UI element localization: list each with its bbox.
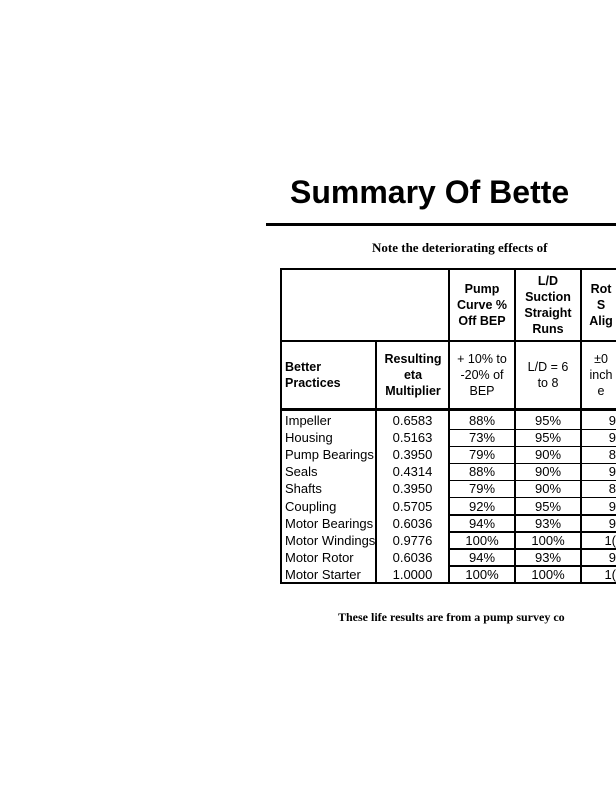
row-component: Coupling xyxy=(285,498,337,514)
row-component: Impeller xyxy=(285,413,332,428)
row-pump-curve: 73% xyxy=(468,430,496,446)
row-rotating-alignment: 9 xyxy=(608,549,616,565)
row-ld-suction: 95% xyxy=(534,498,562,514)
header-ld-ratio: L/D = 6 to 8 xyxy=(527,360,569,390)
row-rotating-alignment: 9 xyxy=(608,515,616,531)
row-component: Motor Rotor xyxy=(285,549,354,565)
header-ld-suction: L/D Suction Straight Runs xyxy=(524,274,572,336)
title-underline xyxy=(266,223,616,226)
row-pump-curve: 100% xyxy=(465,566,499,582)
row-ld-suction: 93% xyxy=(534,549,562,565)
row-eta-multiplier: 0.6583 xyxy=(392,413,433,428)
row-rotating-alignment: 9 xyxy=(608,413,616,428)
row-component: Shafts xyxy=(285,481,322,497)
row-ld-suction: 90% xyxy=(534,447,562,463)
row-rotating-alignment: 9 xyxy=(608,498,616,514)
divider xyxy=(580,270,582,584)
row-divider xyxy=(448,514,616,516)
row-divider xyxy=(448,445,616,448)
row-divider xyxy=(448,428,616,430)
note-text: Note the deteriorating effects of xyxy=(372,240,548,255)
row-eta-multiplier: 0.9776 xyxy=(392,532,433,548)
row-eta-multiplier: 0.5163 xyxy=(392,430,433,446)
page-title: Summary Of Bette xyxy=(290,174,570,210)
row-pump-curve: 100% xyxy=(465,532,499,548)
row-pump-curve: 88% xyxy=(468,464,496,480)
row-rotating-alignment: 1( xyxy=(604,532,616,548)
header-pump-curve: Pump Curve % Off BEP xyxy=(456,282,508,328)
row-component: Seals xyxy=(285,464,318,480)
row-component: Motor Bearings xyxy=(285,515,374,531)
header-eta-multiplier: Resulting eta Multiplier xyxy=(384,352,442,398)
row-ld-suction: 90% xyxy=(534,464,562,480)
row-divider xyxy=(448,496,616,499)
row-divider xyxy=(448,531,616,533)
row-component: Housing xyxy=(285,430,333,446)
row-rotating-alignment: 9 xyxy=(608,464,616,480)
row-ld-suction: 93% xyxy=(534,515,562,531)
row-rotating-alignment: 1( xyxy=(604,566,616,582)
divider xyxy=(448,270,450,584)
row-component: Pump Bearings xyxy=(285,447,374,463)
row-pump-curve: 94% xyxy=(468,549,496,565)
row-divider xyxy=(448,565,616,567)
row-pump-curve: 79% xyxy=(468,481,496,497)
row-eta-multiplier: 0.3950 xyxy=(392,447,433,463)
row-pump-curve: 92% xyxy=(468,498,496,514)
row-rotating-alignment: 8 xyxy=(608,481,616,497)
summary-table: Pump Curve % Off BEP L/D Suction Straigh… xyxy=(280,268,616,584)
row-pump-curve: 88% xyxy=(468,413,496,428)
divider xyxy=(514,270,516,584)
footer-text: These life results are from a pump surve… xyxy=(338,610,565,624)
header-alignment-tolerance: ±0 inch e xyxy=(589,352,613,398)
row-pump-curve: 94% xyxy=(468,515,496,531)
row-eta-multiplier: 0.6036 xyxy=(392,549,433,565)
header-rotating-alignment: Rot S Alig xyxy=(589,282,613,328)
header-better-practices: Better Practices xyxy=(285,360,341,390)
row-ld-suction: 100% xyxy=(531,566,565,582)
row-divider xyxy=(448,479,616,482)
row-eta-multiplier: 0.5705 xyxy=(392,498,433,514)
row-ld-suction: 100% xyxy=(531,532,565,548)
row-divider xyxy=(448,462,616,465)
divider xyxy=(375,340,377,584)
row-eta-multiplier: 0.3950 xyxy=(392,481,433,497)
row-ld-suction: 95% xyxy=(534,430,562,446)
row-ld-suction: 90% xyxy=(534,481,562,497)
row-rotating-alignment: 8 xyxy=(608,447,616,463)
row-eta-multiplier: 0.6036 xyxy=(392,515,433,531)
row-ld-suction: 95% xyxy=(534,413,562,428)
row-eta-multiplier: 1.0000 xyxy=(392,566,433,582)
row-component: Motor Starter xyxy=(285,566,361,582)
header-bep-range: + 10% to -20% of BEP xyxy=(457,352,507,398)
row-rotating-alignment: 9 xyxy=(608,430,616,446)
row-component: Motor Windings xyxy=(285,532,376,548)
row-pump-curve: 79% xyxy=(468,447,496,463)
row-divider xyxy=(448,548,616,550)
row-eta-multiplier: 0.4314 xyxy=(392,464,433,480)
